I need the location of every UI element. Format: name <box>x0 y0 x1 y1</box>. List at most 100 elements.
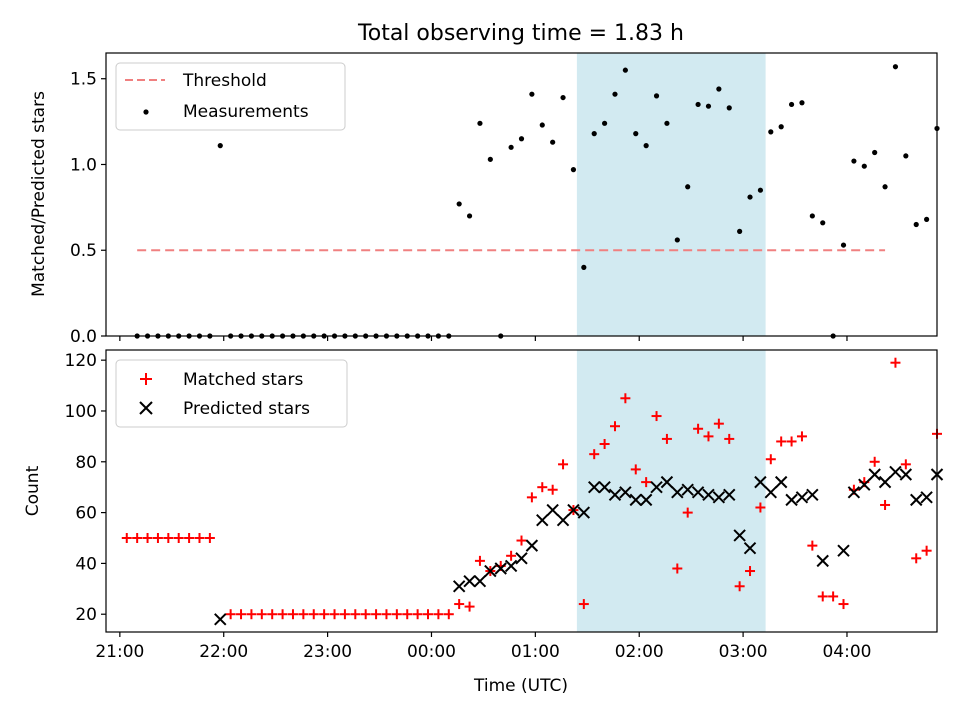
measurement-point <box>788 101 795 108</box>
measurement-point <box>799 100 805 106</box>
matched-star-marker <box>589 449 600 460</box>
matched-star-marker <box>693 423 704 434</box>
x-axis-label: Time (UTC) <box>473 676 568 696</box>
measurement-point <box>737 228 743 234</box>
predicted-star-marker <box>733 529 746 542</box>
matched-star-marker <box>630 464 641 475</box>
matched-star-marker <box>412 609 423 620</box>
matched-star-marker <box>703 431 714 442</box>
measurement-point <box>456 201 462 207</box>
predicted-star-marker <box>546 503 559 517</box>
predicted-star-marker <box>795 491 809 504</box>
observing-window <box>576 350 766 632</box>
matched-star-marker <box>277 609 288 620</box>
matched-star-marker <box>287 609 298 620</box>
predicted-star-marker <box>847 486 861 499</box>
predicted-star-marker <box>920 491 933 504</box>
predicted-star-marker <box>691 486 705 499</box>
bottom-legend-box <box>115 359 348 428</box>
matched-star-marker <box>724 433 735 444</box>
matched-legend-swatch <box>140 373 152 385</box>
predicted-star-marker <box>556 514 570 527</box>
measurement-point <box>477 120 483 126</box>
bottom-plot-frame <box>105 349 938 633</box>
measurement-point <box>539 122 545 128</box>
measurement-point <box>217 143 223 149</box>
predicted-legend-label: Predicted stars <box>183 399 310 419</box>
measurement-point <box>809 213 815 219</box>
bottom-shaded-region <box>576 350 766 632</box>
measurement-point <box>633 131 639 137</box>
top-panel: 0.0 0.5 1.0 1.5 Matched/Predicted stars Thr… <box>29 52 940 347</box>
matched-star-marker <box>381 609 392 620</box>
matched-star-marker <box>609 421 620 432</box>
predicted-star-marker <box>473 574 487 588</box>
matched-star-marker <box>620 393 631 404</box>
matched-star-marker <box>547 484 558 495</box>
matched-star-marker <box>755 502 766 513</box>
matched-star-marker <box>526 492 537 503</box>
predicted-star-marker <box>536 514 549 527</box>
matched-star-marker <box>537 482 548 493</box>
measurement-point <box>664 120 670 126</box>
measurement-point <box>913 221 919 228</box>
predicted-star-marker <box>702 488 715 502</box>
matched-star-marker <box>516 535 527 546</box>
matched-star-marker <box>506 550 517 561</box>
predicted-star-marker <box>608 488 622 502</box>
x-tick-label: 01:00 <box>511 642 560 662</box>
matched-star-marker <box>890 357 901 368</box>
y-tick-label: 1.5 <box>70 70 97 90</box>
observing-window <box>576 53 766 336</box>
bottom-legend: Matched stars Predicted stars <box>115 359 348 428</box>
matched-star-marker <box>921 545 932 556</box>
measurement-point <box>570 167 577 173</box>
matched-star-marker <box>869 456 880 467</box>
matched-star-marker <box>713 418 724 429</box>
predicted-star-marker <box>525 539 539 552</box>
y-tick-label: 80 <box>75 453 97 473</box>
threshold-legend-label: Threshold <box>182 71 267 91</box>
measurement-point <box>882 184 888 190</box>
measurement-point <box>508 144 514 150</box>
predicted-star-marker <box>712 491 726 504</box>
matched-star-marker <box>817 591 828 602</box>
matched-star-marker <box>641 477 652 488</box>
predicted-star-marker <box>629 493 642 507</box>
predicted-star-marker <box>660 475 674 489</box>
predicted-star-marker <box>837 544 850 557</box>
measurement-point <box>529 91 535 97</box>
matched-legend-label: Matched stars <box>183 370 303 390</box>
measurement-point <box>518 136 525 142</box>
measurement-point <box>872 149 878 156</box>
predicted-star-marker <box>639 493 653 507</box>
matched-star-marker <box>339 609 350 620</box>
bottom-panel: 20 40 60 80 100 120 21:00 22:00 23:00 00:00 01:00… <box>23 349 944 696</box>
predicted-star-points <box>214 465 944 626</box>
matched-star-marker <box>298 609 309 620</box>
predicted-star-marker <box>910 493 923 507</box>
measurement-point <box>653 93 660 99</box>
predicted-star-marker <box>494 562 507 575</box>
measurement-point <box>612 91 618 97</box>
matched-star-marker <box>433 609 444 620</box>
matched-star-marker <box>391 609 402 620</box>
measurement-point <box>685 184 691 190</box>
matched-star-marker <box>173 533 184 543</box>
measurement-point <box>726 105 732 111</box>
predicted-star-marker <box>452 580 466 593</box>
y-tick-label: 120 <box>65 351 97 371</box>
matched-star-marker <box>578 599 589 610</box>
y-tick-label: 0.5 <box>70 241 97 261</box>
top-legend: Threshold Measurements <box>115 62 346 131</box>
matched-star-marker <box>402 609 413 620</box>
predicted-star-marker <box>214 613 227 626</box>
matched-star-points <box>121 357 942 620</box>
matched-star-marker <box>828 591 839 602</box>
measurement-point <box>622 67 628 73</box>
predicted-star-marker <box>723 488 736 502</box>
measurement-point <box>892 64 899 70</box>
x-tick-label: 02:00 <box>615 642 664 662</box>
matched-star-marker <box>132 533 143 543</box>
matched-star-marker <box>474 555 485 566</box>
